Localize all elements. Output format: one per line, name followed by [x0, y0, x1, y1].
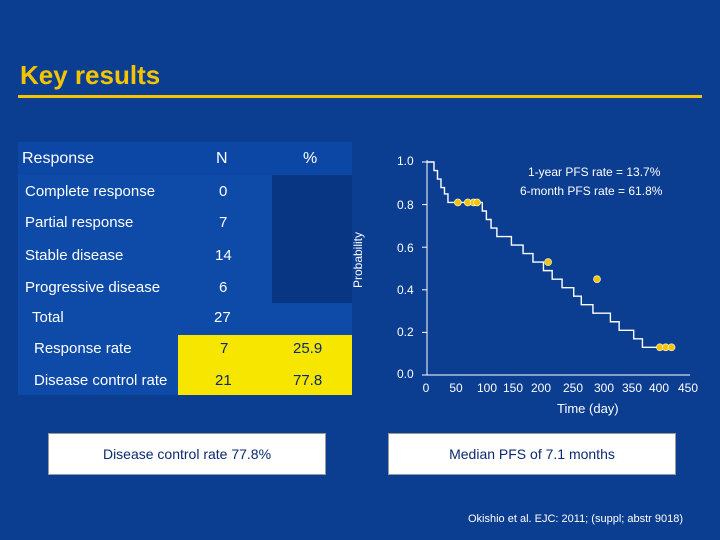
column-header-n: N [216, 150, 228, 167]
censor-point [454, 198, 462, 207]
x-tick-label: 350 [621, 381, 643, 395]
x-tick-label: 200 [530, 381, 552, 395]
row-n-total: 27 [214, 309, 231, 326]
censor-point [661, 343, 670, 352]
censor-point [473, 198, 481, 207]
column-header-response: Response [22, 150, 95, 167]
censor-point [593, 275, 601, 283]
y-tick-label: 1.0 [397, 154, 414, 168]
row-n-progressive-disease: 6 [219, 279, 228, 296]
column-header-pct: % [303, 150, 318, 167]
x-tick-label: 250 [562, 381, 584, 395]
x-tick-label: 50 [449, 381, 463, 395]
row-n-partial-response: 7 [219, 214, 228, 231]
median-pfs-callout: Median PFS of 7.1 months [388, 433, 676, 475]
title-underline [18, 95, 702, 98]
row-label-stable-disease: Stable disease [25, 247, 124, 264]
x-tick-label: 0 [422, 381, 430, 395]
y-tick-label: 0.0 [397, 367, 414, 381]
x-tick-label: 400 [648, 381, 670, 395]
row-n-disease-control-rate: 21 [215, 372, 232, 389]
table-header-band [18, 142, 352, 175]
x-tick-label: 150 [502, 381, 524, 395]
x-tick-label: 450 [677, 381, 699, 395]
one-year-pfs-annotation: 1-year PFS rate = 13.7% [528, 165, 661, 179]
censor-point [544, 258, 552, 266]
y-tick-label: 0.8 [397, 198, 414, 212]
censor-point [667, 343, 676, 352]
censor-point [463, 198, 472, 207]
row-label-total: Total [32, 309, 64, 326]
censor-point [469, 198, 478, 207]
x-axis-title: Time (day) [557, 401, 619, 416]
row-n-stable-disease: 14 [215, 247, 232, 264]
censor-point [656, 343, 664, 352]
y-tick-label: 0.4 [397, 283, 414, 297]
disease-control-callout: Disease control rate 77.8% [48, 433, 326, 475]
y-axis-title: Probability [351, 231, 365, 289]
x-tick-label: 100 [476, 381, 498, 395]
row-label-complete-response: Complete response [25, 183, 156, 200]
summary-label-column [18, 335, 178, 395]
row-n-complete-response: 0 [219, 183, 228, 200]
row-pct-disease-control-rate: 77.8 [293, 372, 323, 389]
row-label-progressive-disease: Progressive disease [25, 279, 161, 296]
x-tick-label: 300 [593, 381, 615, 395]
row-label-response-rate: Response rate [34, 340, 132, 357]
six-month-pfs-annotation: 6-month PFS rate = 61.8% [520, 184, 663, 198]
pct-column-shade [272, 175, 352, 303]
y-tick-label: 0.6 [397, 241, 414, 255]
citation: Okishio et al. EJC: 2011; (suppl; abstr … [468, 513, 684, 525]
row-label-partial-response: Partial response [25, 214, 134, 231]
slide-title: Key results [20, 60, 161, 90]
row-pct-response-rate: 25.9 [293, 340, 323, 357]
row-n-response-rate: 7 [220, 340, 229, 357]
row-label-disease-control-rate: Disease control rate [34, 372, 168, 389]
y-tick-label: 0.2 [397, 325, 414, 339]
